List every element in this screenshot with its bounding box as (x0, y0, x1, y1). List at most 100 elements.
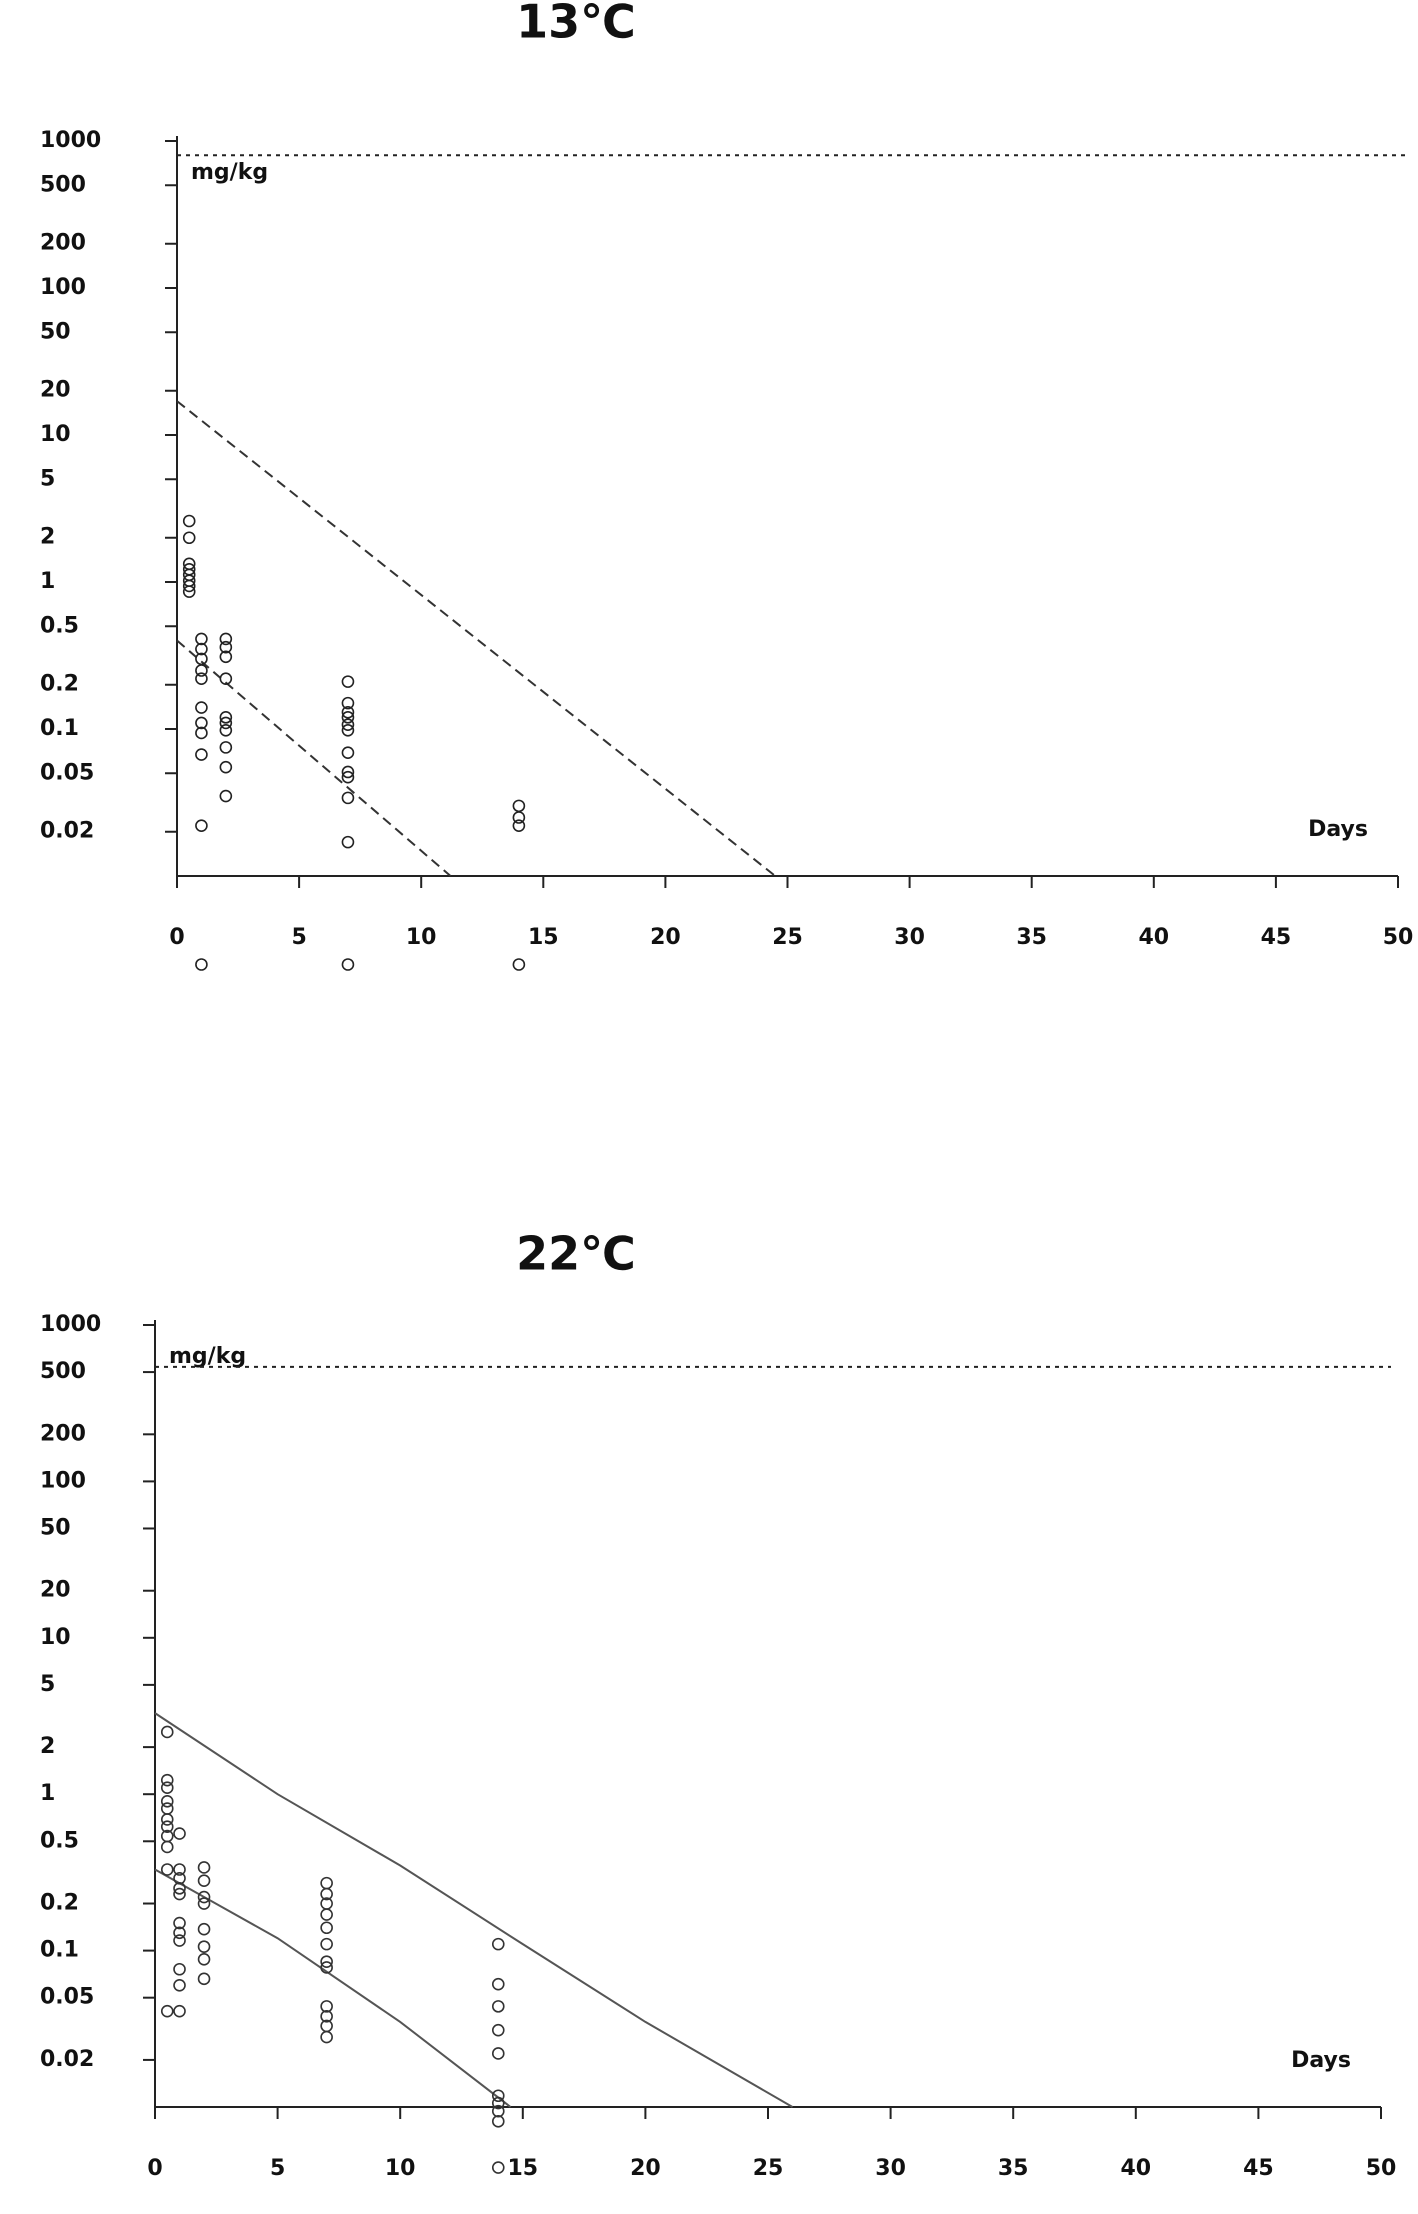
data-point (173, 2004, 186, 2018)
data-point (219, 650, 233, 664)
data-point (341, 770, 355, 784)
x-axis-label: Days (1291, 2048, 1351, 2073)
y-tick-label: 5 (40, 466, 55, 491)
x-tick-label: 40 (1120, 2156, 1151, 2181)
x-tick-label: 20 (650, 925, 681, 950)
y-tick-label: 0.5 (40, 1828, 79, 1853)
fit-line (176, 639, 452, 877)
data-point (512, 819, 526, 832)
data-point (173, 1871, 186, 1885)
data-point (341, 835, 355, 849)
data-point (491, 2023, 505, 2037)
y-axis-label: mg/kg (169, 1344, 246, 1369)
data-point (219, 711, 233, 724)
x-tick-label: 30 (894, 925, 925, 950)
y-tick-label: 10 (40, 422, 71, 447)
y-tick-label: 0.2 (40, 1891, 79, 1916)
data-point (160, 1795, 174, 1808)
x-tick-label: 50 (1383, 925, 1414, 950)
data-point (182, 531, 196, 545)
data-point (173, 1887, 186, 1901)
data-point (195, 672, 208, 685)
y-tick-label: 200 (40, 1421, 86, 1446)
data-point (160, 1802, 174, 1815)
data-point (197, 1922, 211, 1936)
data-point (182, 585, 196, 598)
data-point (512, 811, 526, 824)
data-point (341, 696, 355, 710)
data-point (219, 640, 233, 654)
data-point (197, 1940, 211, 1953)
x-tick-label: 25 (753, 2156, 784, 2181)
y-axis-label: mg/kg (191, 160, 268, 185)
y-tick-label: 10 (40, 1625, 71, 1650)
data-point (320, 1887, 333, 1901)
x-tick-label: 35 (1016, 925, 1047, 950)
data-point (341, 723, 355, 737)
y-tick-label: 1 (40, 569, 55, 594)
x-tick-label: 45 (1261, 925, 1292, 950)
data-point (173, 1916, 186, 1930)
x-tick-label: 30 (875, 2156, 906, 2181)
data-point (197, 1972, 211, 1986)
data-point (173, 1926, 186, 1940)
data-point (219, 632, 233, 646)
x-tick-label: 25 (772, 925, 803, 950)
data-point (197, 1874, 211, 1887)
y-tick-label: 2 (40, 1734, 55, 1759)
data-point (320, 1921, 333, 1935)
y-tick-label: 0.2 (40, 672, 79, 697)
y-tick-label: 0.02 (40, 819, 94, 844)
data-point (341, 675, 355, 688)
x-tick-label: 40 (1138, 925, 1169, 950)
x-tick-label: 0 (147, 2156, 162, 2181)
x-tick-label: 0 (169, 925, 184, 950)
data-point (160, 2004, 174, 2018)
x-tick-label: 45 (1243, 2156, 1274, 2181)
data-point (491, 2000, 505, 2013)
data-point (320, 1961, 333, 1974)
y-tick-label: 100 (40, 1468, 86, 1493)
data-point (219, 723, 233, 737)
data-point (160, 1840, 174, 1854)
x-tick-label: 50 (1366, 2156, 1397, 2181)
data-point (173, 1863, 186, 1876)
data-point (173, 1978, 186, 1992)
data-point (341, 705, 355, 719)
data-point (320, 2010, 333, 2023)
x-tick-label: 10 (406, 925, 437, 950)
fit-line (154, 1868, 512, 2108)
y-tick-label: 500 (40, 172, 86, 197)
chart-title: 13℃ (516, 0, 636, 49)
y-tick-label: 50 (40, 1515, 71, 1540)
data-point (320, 1937, 333, 1951)
y-tick-label: 20 (40, 1578, 71, 1603)
x-tick-label: 15 (528, 925, 559, 950)
data-point (341, 765, 355, 779)
fit-line (154, 1712, 794, 2108)
data-point (195, 726, 208, 740)
data-point (197, 1897, 211, 1910)
data-point (173, 1827, 186, 1840)
data-point (160, 1773, 174, 1787)
data-point (182, 579, 196, 593)
x-tick-label: 5 (291, 925, 306, 950)
data-point (160, 1863, 174, 1876)
y-tick-label: 5 (40, 1672, 55, 1697)
data-point (219, 741, 233, 754)
data-point (219, 760, 233, 774)
data-point (341, 958, 355, 971)
data-point (160, 1820, 174, 1833)
fit-line (176, 400, 776, 877)
y-tick-label: 0.05 (40, 760, 94, 785)
data-point (491, 2115, 505, 2128)
y-tick-label: 1000 (40, 128, 101, 153)
data-point (341, 746, 355, 759)
data-point (173, 1962, 186, 1976)
data-point (197, 1861, 211, 1874)
y-tick-label: 2 (40, 525, 55, 550)
y-tick-label: 0.1 (40, 1938, 79, 1963)
y-tick-label: 1000 (40, 1312, 101, 1337)
data-point (320, 1908, 333, 1921)
